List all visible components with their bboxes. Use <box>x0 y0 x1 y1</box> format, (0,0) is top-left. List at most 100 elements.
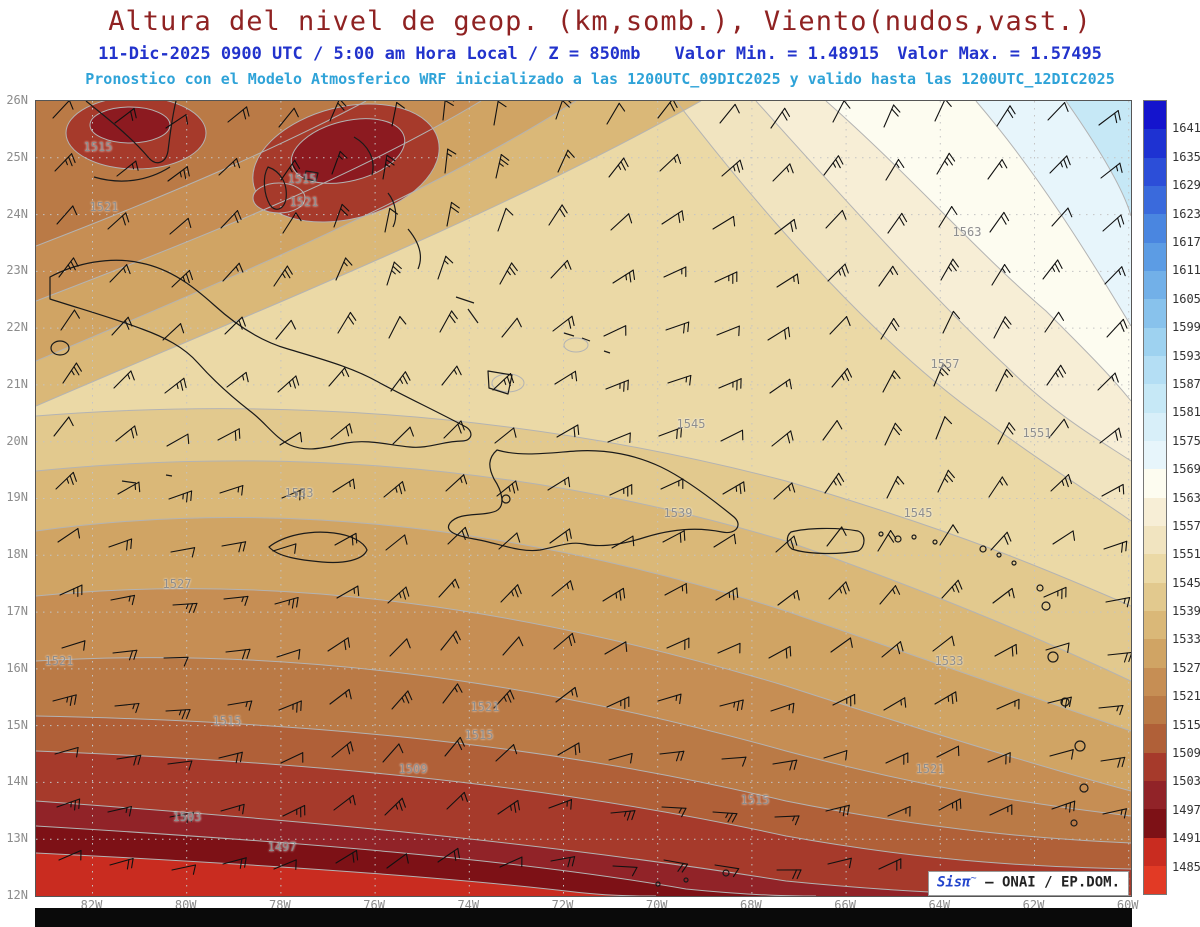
lat-label: 12N <box>6 887 28 902</box>
cat-island <box>387 192 397 228</box>
colorbar-label: 1593 <box>1172 348 1200 363</box>
colorbar-swatch <box>1144 497 1166 526</box>
colorbar-swatch <box>1144 837 1166 866</box>
colorbar-label: 1557 <box>1172 518 1200 533</box>
long-island-bahamas <box>407 228 421 270</box>
lat-label: 14N <box>6 774 28 789</box>
colorbar-labels: 1641 1635 1629 1623 1617 1611 1605 1599 1593 1587… <box>1172 100 1200 895</box>
wind-barbs <box>52 101 1131 880</box>
colorbar-label: 1599 <box>1172 320 1200 335</box>
florida-tip <box>85 101 177 164</box>
cuba-coastline <box>49 259 472 450</box>
crooked-acklins <box>455 296 479 324</box>
colorbar-swatch <box>1144 299 1166 328</box>
colorbar-swatch <box>1144 412 1166 441</box>
lat-label: 18N <box>6 547 28 562</box>
colorbar-label: 1569 <box>1172 462 1200 477</box>
coastlines <box>49 101 1089 892</box>
datetime-level-text: 11-Dic-2025 0900 UTC / 5:00 am Hora Loca… <box>98 44 641 64</box>
watermark-tilde: ~ <box>970 873 977 884</box>
colorbar-label: 1563 <box>1172 490 1200 505</box>
subtitle-datetime-line: 11-Dic-2025 0900 UTC / 5:00 am Hora Loca… <box>0 44 1200 64</box>
colorbar-swatch <box>1144 469 1166 498</box>
hispaniola-coastline <box>447 449 739 552</box>
lat-label: 15N <box>6 717 28 732</box>
lat-label: 26N <box>6 93 28 107</box>
colorbar-swatch <box>1144 610 1166 640</box>
colorbar-label: 1635 <box>1172 149 1200 164</box>
watermark-brand: Sisπ <box>936 874 971 891</box>
colorbar-swatch <box>1144 752 1166 781</box>
bottom-bar <box>35 908 1132 927</box>
colorbar-swatch <box>1144 214 1166 243</box>
colorbar-swatch <box>1144 355 1166 385</box>
colorbar-label: 1533 <box>1172 632 1200 647</box>
lat-label: 16N <box>6 660 28 675</box>
lat-label: 13N <box>6 831 28 846</box>
colorbar-label: 1503 <box>1172 774 1200 789</box>
great-inagua <box>487 370 513 395</box>
map-canvas <box>36 101 1131 896</box>
colorbar-swatch <box>1144 440 1166 470</box>
lat-label: 20N <box>6 433 28 448</box>
colorbar-swatch <box>1144 327 1166 356</box>
florida-keys <box>93 166 171 182</box>
colorbar-label: 1587 <box>1172 376 1200 391</box>
colorbar-label: 1551 <box>1172 547 1200 562</box>
colorbar-label: 1623 <box>1172 206 1200 221</box>
colorbar-swatch <box>1144 101 1166 130</box>
lat-label: 17N <box>6 604 28 619</box>
colorbar-label: 1611 <box>1172 263 1200 278</box>
colorbar-label: 1545 <box>1172 575 1200 590</box>
valor-min-text: Valor Min. = 1.48915 <box>674 44 880 64</box>
colorbar-swatch <box>1144 667 1166 696</box>
valor-max-text: Valor Max. = 1.57495 <box>897 44 1102 64</box>
turks-caicos <box>563 332 611 354</box>
isla-juventud <box>50 340 70 356</box>
colorbar-label: 1485 <box>1172 859 1200 874</box>
lat-axis: 26N 25N 24N 23N 22N 21N 20N 19N 18N 17N 16N 15N 14N 1… <box>0 93 31 902</box>
gonave-island <box>501 494 511 504</box>
colorbar-swatch <box>1144 157 1166 186</box>
lat-label: 22N <box>6 320 28 335</box>
colorbar-swatch <box>1144 809 1166 838</box>
lat-label: 23N <box>6 263 28 278</box>
colorbar-label: 1575 <box>1172 433 1200 448</box>
colorbar-swatch <box>1144 695 1166 725</box>
colorbar-label: 1605 <box>1172 291 1200 306</box>
colorbar-label: 1527 <box>1172 660 1200 675</box>
colorbar-swatches <box>1143 100 1167 895</box>
colorbar-label: 1629 <box>1172 178 1200 193</box>
eleuthera <box>353 136 374 176</box>
page-title: Altura del nivel de geop. (km,somb.), Vi… <box>108 6 1092 37</box>
colorbar-swatch <box>1144 185 1166 215</box>
lat-label: 25N <box>6 149 28 164</box>
new-providence <box>303 170 319 182</box>
colorbar-label: 1497 <box>1172 802 1200 817</box>
watermark-text: – ONAI / EP.DOM. <box>985 874 1120 891</box>
colorbar-swatch <box>1144 582 1166 611</box>
colorbar-swatch <box>1144 242 1166 271</box>
graticule <box>36 101 1131 896</box>
colorbar-swatch <box>1144 724 1166 753</box>
colorbar-swatch <box>1144 525 1166 555</box>
colorbar-label: 1491 <box>1172 831 1200 846</box>
abc-islands <box>655 869 730 887</box>
colorbar-label: 1509 <box>1172 746 1200 761</box>
colorbar-label: 1617 <box>1172 234 1200 249</box>
colorbar-swatch <box>1144 865 1166 895</box>
colorbar-swatch <box>1144 270 1166 300</box>
colorbar-swatch <box>1144 639 1166 668</box>
puerto-rico-coastline <box>786 527 865 555</box>
colorbar-label: 1521 <box>1172 689 1200 704</box>
contour-lines <box>36 101 1131 896</box>
lat-label: 19N <box>6 490 28 505</box>
watermark-box: Sisπ~ – ONAI / EP.DOM. <box>927 871 1129 896</box>
map-frame: 1515 1521 1515 1521 1563 1557 1551 1545 1545 1539… <box>35 100 1132 897</box>
cayman-islands <box>121 474 173 484</box>
colorbar-label: 1539 <box>1172 604 1200 619</box>
colorbar-label: 1641 <box>1172 121 1200 136</box>
colorbar-swatch <box>1144 129 1166 158</box>
lat-label: 24N <box>6 206 28 221</box>
